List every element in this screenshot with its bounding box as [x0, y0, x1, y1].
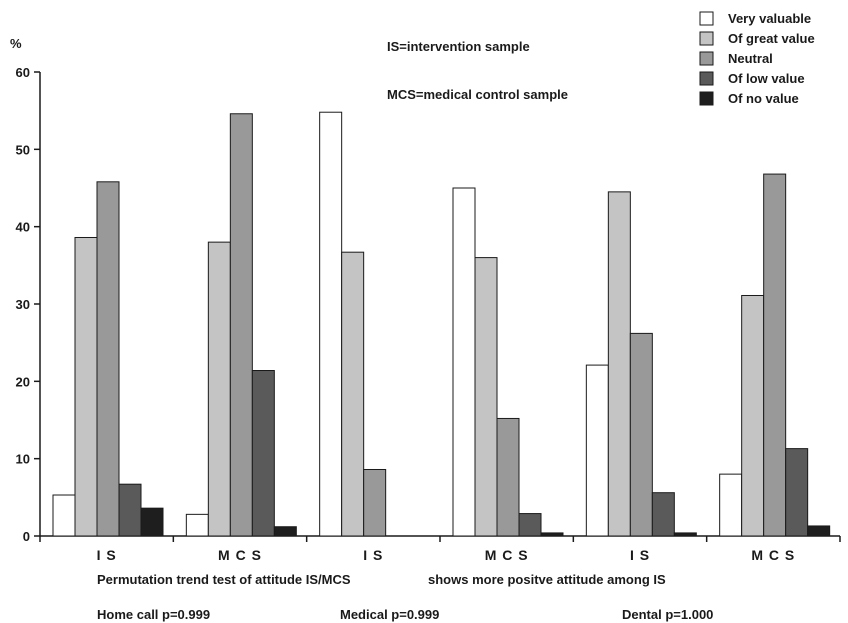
- bar-of-no-value-group-2: [273, 526, 297, 537]
- category-label: M C S: [751, 547, 795, 563]
- legend-label: Of low value: [728, 71, 805, 86]
- y-tick-label: 0: [23, 529, 30, 544]
- bar-neutral-group-3: [363, 468, 387, 537]
- bar-neutral-group-1: [96, 181, 120, 537]
- legend-swatch: [699, 71, 714, 86]
- legend-label: Of no value: [728, 91, 799, 106]
- y-axis-unit: %: [10, 36, 22, 51]
- category-label: M C S: [485, 547, 529, 563]
- category-label: I S: [363, 547, 383, 563]
- category-label: I S: [97, 547, 117, 563]
- bar-neutral-group-6: [763, 173, 787, 537]
- x-ticks: [39, 536, 841, 542]
- bar-of-no-value-group-5: [673, 532, 697, 537]
- category-label: I S: [630, 547, 650, 563]
- bar-neutral-group-4: [496, 417, 520, 537]
- bar-of-low-value-group-2: [251, 370, 275, 537]
- legend-label: Of great value: [728, 31, 815, 46]
- bar-of-no-value-group-1: [140, 507, 164, 537]
- dental-p-value: Dental p=1.000: [622, 607, 713, 622]
- bars: [52, 111, 831, 537]
- legend-label: Very valuable: [728, 11, 811, 26]
- bar-of-great-value-group-3: [341, 251, 365, 537]
- y-tick-label: 40: [16, 220, 30, 235]
- legend-swatch: [699, 11, 714, 26]
- y-ticks: 0 10 20 30 40 50 60: [16, 65, 40, 544]
- home-call-p-value: Home call p=0.999: [97, 607, 210, 622]
- bar-very-valuable-group-1: [52, 494, 76, 537]
- legend-swatch: [699, 51, 714, 66]
- bar-very-valuable-group-2: [185, 513, 209, 537]
- bar-of-low-value-group-4: [518, 513, 542, 537]
- category-label: M C S: [218, 547, 262, 563]
- bar-very-valuable-group-6: [719, 473, 743, 537]
- attitude-conclusion-text: shows more positve attitude among IS: [428, 572, 666, 587]
- y-tick-label: 10: [16, 452, 30, 467]
- is-definition-note: IS=intervention sample: [387, 39, 530, 54]
- permutation-test-text: Permutation trend test of attitude IS/MC…: [97, 572, 351, 587]
- bar-of-great-value-group-2: [207, 241, 231, 537]
- legend-label: Neutral: [728, 51, 773, 66]
- y-tick-label: 60: [16, 65, 30, 80]
- legend-swatch: [699, 91, 714, 106]
- y-tick-label: 20: [16, 374, 30, 389]
- bar-neutral-group-5: [629, 332, 653, 537]
- legend-swatch: [699, 31, 714, 46]
- bar-of-great-value-group-1: [74, 236, 98, 537]
- bar-very-valuable-group-3: [319, 111, 343, 537]
- bar-very-valuable-group-5: [585, 364, 609, 537]
- bar-of-no-value-group-6: [807, 525, 831, 537]
- y-tick-label: 30: [16, 297, 30, 312]
- bar-of-great-value-group-5: [607, 191, 631, 537]
- bar-of-no-value-group-4: [540, 532, 564, 537]
- mcs-definition-note: MCS=medical control sample: [387, 87, 568, 102]
- y-tick-label: 50: [16, 142, 30, 157]
- bar-of-low-value-group-1: [118, 483, 142, 537]
- bar-of-great-value-group-6: [741, 294, 765, 537]
- legend: Very valuable Of great value Neutral Of low…: [699, 11, 815, 106]
- bar-very-valuable-group-4: [452, 187, 476, 537]
- bar-of-low-value-group-6: [785, 448, 809, 537]
- bar-of-low-value-group-5: [651, 492, 675, 537]
- bar-neutral-group-2: [229, 113, 253, 537]
- medical-p-value: Medical p=0.999: [340, 607, 439, 622]
- bar-of-great-value-group-4: [474, 257, 498, 537]
